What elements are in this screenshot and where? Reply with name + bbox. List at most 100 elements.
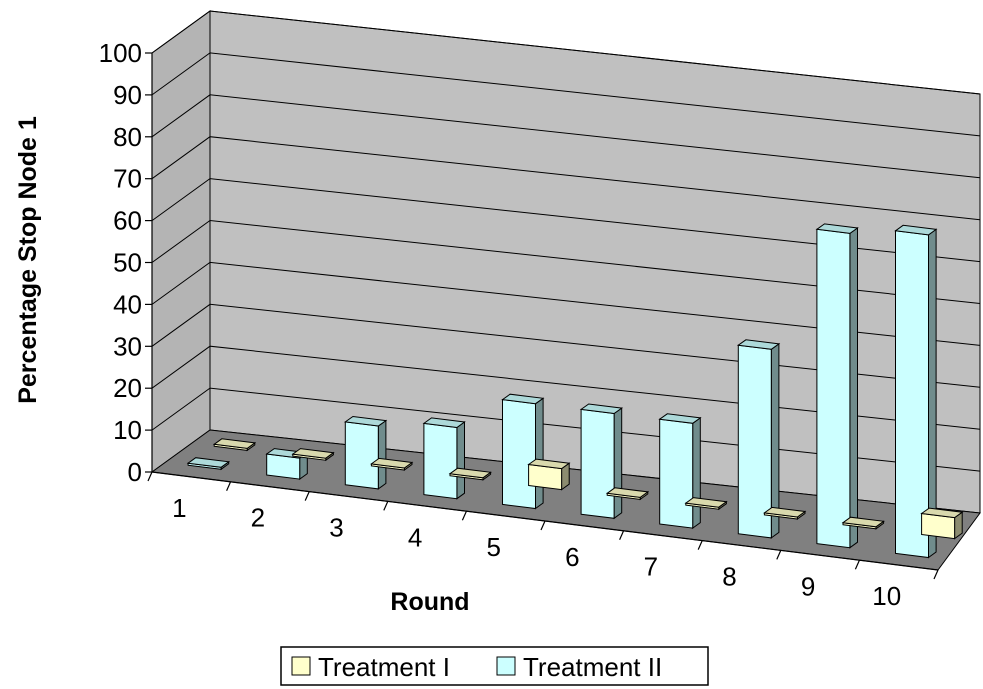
gridlines bbox=[151, 10, 981, 472]
y-tick-label: 70 bbox=[113, 164, 142, 194]
x-tick-label: 2 bbox=[251, 503, 265, 533]
x-tick-mark bbox=[383, 501, 389, 511]
x-tick-label: 6 bbox=[565, 542, 579, 572]
bar-treatment-1-round-2 bbox=[291, 448, 335, 462]
x-tick-mark bbox=[619, 530, 625, 541]
bar-treatment-1-round-7 bbox=[684, 497, 728, 511]
bar-top bbox=[370, 457, 414, 469]
bar-top bbox=[579, 403, 624, 415]
bar-treatment-1-round-1 bbox=[212, 438, 257, 452]
y-tick-label: 60 bbox=[113, 206, 142, 236]
bar-side bbox=[613, 407, 623, 520]
bar-front bbox=[502, 399, 536, 510]
x-tick-label: 8 bbox=[722, 562, 736, 592]
gridline bbox=[151, 219, 981, 304]
y-tick-labels: 0 10 20 30 40 50 60 70 80 90 100 bbox=[99, 38, 142, 487]
y-tick-label: 30 bbox=[113, 331, 142, 361]
x-tick-mark bbox=[933, 569, 939, 580]
gridline bbox=[151, 345, 981, 430]
bar-front bbox=[344, 421, 379, 490]
gridline bbox=[151, 94, 981, 179]
bar-treatment-2-round-9 bbox=[815, 223, 859, 549]
gridline bbox=[151, 303, 981, 388]
y-tick-label: 20 bbox=[113, 373, 142, 403]
bar-front bbox=[737, 344, 772, 539]
gridline bbox=[151, 10, 981, 95]
x-tick-mark bbox=[776, 550, 782, 560]
bar-treatment-1-round-3 bbox=[370, 457, 414, 471]
bar-treatment-2-round-5 bbox=[501, 393, 545, 510]
x-tick-label: 1 bbox=[172, 493, 186, 523]
x-tick-mark bbox=[147, 471, 153, 482]
bar-treatment-2-round-3 bbox=[343, 415, 388, 490]
legend: Treatment I Treatment II bbox=[280, 646, 709, 686]
bar-side bbox=[849, 227, 858, 549]
x-tick-label: 4 bbox=[408, 522, 422, 552]
bar-front bbox=[423, 422, 458, 500]
bar-front bbox=[816, 228, 851, 549]
x-tick-mark bbox=[854, 559, 860, 570]
y-tick-label: 80 bbox=[113, 122, 142, 152]
legend-box bbox=[280, 646, 709, 686]
x-tick-mark bbox=[226, 481, 232, 492]
x-tick-mark bbox=[697, 540, 703, 550]
bar-top bbox=[736, 339, 781, 350]
bar-side bbox=[535, 397, 544, 510]
x-tick-mark bbox=[540, 520, 546, 531]
bar-treatment-2-round-4 bbox=[422, 417, 466, 500]
x-tick-label: 5 bbox=[486, 532, 500, 562]
y-tick-label: 40 bbox=[113, 289, 142, 319]
gridline bbox=[151, 261, 981, 346]
bar-top bbox=[186, 457, 231, 468]
bar-treatment-1-round-6 bbox=[605, 487, 650, 501]
x-tick-label: 10 bbox=[872, 581, 901, 611]
bar-side bbox=[692, 416, 701, 530]
y-tick-label: 100 bbox=[99, 38, 142, 68]
bar-top bbox=[763, 506, 807, 518]
gridline bbox=[151, 52, 981, 137]
bar-treatment-2-round-10 bbox=[894, 224, 938, 559]
x-tick-label: 3 bbox=[329, 513, 343, 543]
bar-top bbox=[605, 487, 650, 498]
bar-top bbox=[501, 393, 545, 405]
x-tick-labels: 1 2 3 4 5 6 7 8 9 10 bbox=[172, 493, 901, 611]
x-tick-label: 9 bbox=[801, 571, 815, 601]
bar-front bbox=[580, 408, 615, 519]
y-axis-title: Percentage Stop Node 1 bbox=[14, 116, 42, 404]
y-tick-label: 0 bbox=[128, 457, 142, 487]
bar-treatment-2-round-1 bbox=[186, 457, 231, 471]
y-tick-label: 90 bbox=[113, 80, 142, 110]
bars bbox=[186, 223, 964, 559]
x-axis-title: Round bbox=[390, 588, 469, 616]
legend-swatch-treatment-2 bbox=[496, 656, 516, 676]
bar-top bbox=[422, 417, 466, 429]
x-tick-mark bbox=[304, 491, 310, 501]
legend-swatch-treatment-1 bbox=[291, 656, 311, 676]
gridline bbox=[151, 387, 981, 472]
bar-treatment-1-round-8 bbox=[763, 506, 807, 520]
bar-top bbox=[894, 224, 938, 236]
bar-top bbox=[841, 516, 885, 528]
bar-treatment-1-round-4 bbox=[448, 467, 492, 481]
bar-top bbox=[920, 507, 964, 519]
bar-top bbox=[658, 413, 702, 424]
bar-front bbox=[659, 418, 694, 529]
bar-top bbox=[448, 467, 492, 479]
x-tick-mark bbox=[461, 510, 467, 521]
gridline bbox=[151, 136, 981, 221]
bar-top bbox=[343, 415, 388, 427]
bar-treatment-1-round-5 bbox=[527, 458, 571, 491]
bar-treatment-2-round-7 bbox=[658, 413, 702, 530]
bar-top bbox=[212, 438, 257, 449]
y-tick-label: 10 bbox=[113, 415, 142, 445]
bar-front bbox=[895, 230, 929, 559]
bar-treatment-2-round-6 bbox=[579, 403, 624, 520]
bar-top bbox=[527, 458, 571, 470]
bar-side bbox=[377, 419, 387, 490]
y-tick-label: 50 bbox=[113, 248, 142, 278]
axes bbox=[145, 52, 939, 580]
bar-treatment-1-round-10 bbox=[920, 507, 964, 540]
bar-top bbox=[815, 223, 859, 234]
bar-treatment-2-round-8 bbox=[736, 339, 781, 539]
